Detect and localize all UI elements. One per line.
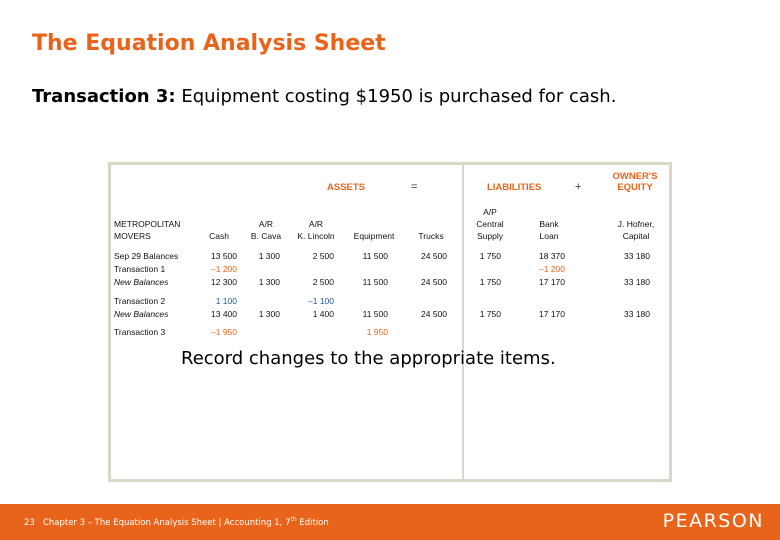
page-number: 23 — [24, 517, 35, 528]
table-cell: 13 500 — [211, 251, 237, 261]
plus-sign: + — [575, 181, 582, 193]
transaction-text: Equipment costing $1950 is purchased for… — [175, 86, 617, 107]
owners-equity-header-line2: EQUITY — [617, 182, 653, 193]
table-cell: 12 300 — [211, 277, 237, 287]
table-cell: –1 200 — [211, 264, 237, 274]
equation-analysis-table: ASSETS = LIABILITIES + OWNER'S EQUITY ME… — [108, 162, 672, 482]
table-cell: 2 500 — [312, 277, 334, 287]
slide-title: The Equation Analysis Sheet — [32, 31, 386, 56]
table-cell: 13 400 — [211, 309, 237, 319]
table-cell: 33 180 — [624, 309, 650, 319]
col-ar-cava-header-2: B. Cava — [250, 231, 282, 241]
col-trucks-header-2: Trucks — [418, 231, 444, 241]
col-ap-header-0: A/P — [483, 207, 497, 217]
table-cell: 33 180 — [624, 277, 650, 287]
col-ap-header-1: Central — [476, 219, 504, 229]
table-cell: 17 170 — [539, 277, 565, 287]
instruction-text: Record changes to the appropriate items. — [181, 348, 556, 369]
row-label-transaction-3: Transaction 3 — [114, 327, 166, 337]
table-cell: 11 500 — [362, 251, 388, 261]
table-cell: 33 180 — [624, 251, 650, 261]
table-cell: 1 950 — [366, 327, 388, 337]
footer-edition-sup: th — [290, 516, 297, 523]
table-cell: –1 100 — [308, 296, 334, 306]
table-cell: 1 750 — [479, 309, 501, 319]
table-cell: 24 500 — [421, 251, 447, 261]
table-cell: 17 170 — [539, 309, 565, 319]
assets-header: ASSETS — [327, 182, 366, 193]
table-cell: 24 500 — [421, 277, 447, 287]
table-cell: 2 500 — [312, 251, 334, 261]
company-name-line1: METROPOLITAN — [114, 219, 181, 229]
footer-edition-text: Edition — [296, 517, 329, 528]
col-cash-header-2: Cash — [209, 231, 229, 241]
table-cell: 1 300 — [258, 309, 280, 319]
col-capital-header-2: Capital — [622, 231, 650, 241]
table-cell: –1 950 — [211, 327, 237, 337]
owners-equity-header-line1: OWNER'S — [612, 171, 658, 182]
row-label-sep29-balances: Sep 29 Balances — [114, 251, 179, 261]
table-cell: 18 370 — [539, 251, 565, 261]
company-name-line2: MOVERS — [114, 231, 151, 241]
col-bank-loan-header-1: Bank — [539, 219, 559, 229]
col-ar-cava-header-1: A/R — [258, 219, 274, 229]
row-label-new-balances: New Balances — [114, 309, 169, 319]
col-bank-loan-header-2: Loan — [539, 231, 559, 241]
col-ar-lincoln-header-2: K. Lincoln — [297, 231, 335, 241]
row-label-transaction-1: Transaction 1 — [114, 264, 166, 274]
table-cell: 11 500 — [362, 309, 388, 319]
equals-sign: = — [411, 181, 418, 193]
col-equipment-header-2: Equipment — [353, 231, 395, 241]
table-cell: 24 500 — [421, 309, 447, 319]
col-capital-header-1: J. Hofner, — [617, 219, 655, 229]
transaction-label: Transaction 3: — [32, 86, 176, 107]
assets-liabilities-divider — [462, 165, 464, 479]
table-cell: –1 200 — [539, 264, 565, 274]
pearson-logo: PEARSON — [662, 510, 764, 532]
table-cell: 11 500 — [362, 277, 388, 287]
table-cell: 1 750 — [479, 277, 501, 287]
row-label-new-balances: New Balances — [114, 277, 169, 287]
table-cell: 1 400 — [312, 309, 334, 319]
liabilities-header: LIABILITIES — [487, 182, 542, 193]
row-label-transaction-2: Transaction 2 — [114, 296, 166, 306]
col-ar-lincoln-header-1: A/R — [308, 219, 324, 229]
footer-caption: 23 Chapter 3 – The Equation Analysis She… — [24, 516, 329, 528]
footer-chapter-text: Chapter 3 – The Equation Analysis Sheet … — [42, 517, 291, 528]
col-ap-header-2: Supply — [477, 231, 503, 241]
transaction-description: Transaction 3: Equipment costing $1950 i… — [32, 86, 616, 107]
footer-bar: 23 Chapter 3 – The Equation Analysis She… — [0, 504, 780, 540]
table-cell: 1 750 — [479, 251, 501, 261]
table-cell: 1 300 — [258, 251, 280, 261]
table-cell: 1 300 — [258, 277, 280, 287]
table-cell: 1 100 — [215, 296, 237, 306]
